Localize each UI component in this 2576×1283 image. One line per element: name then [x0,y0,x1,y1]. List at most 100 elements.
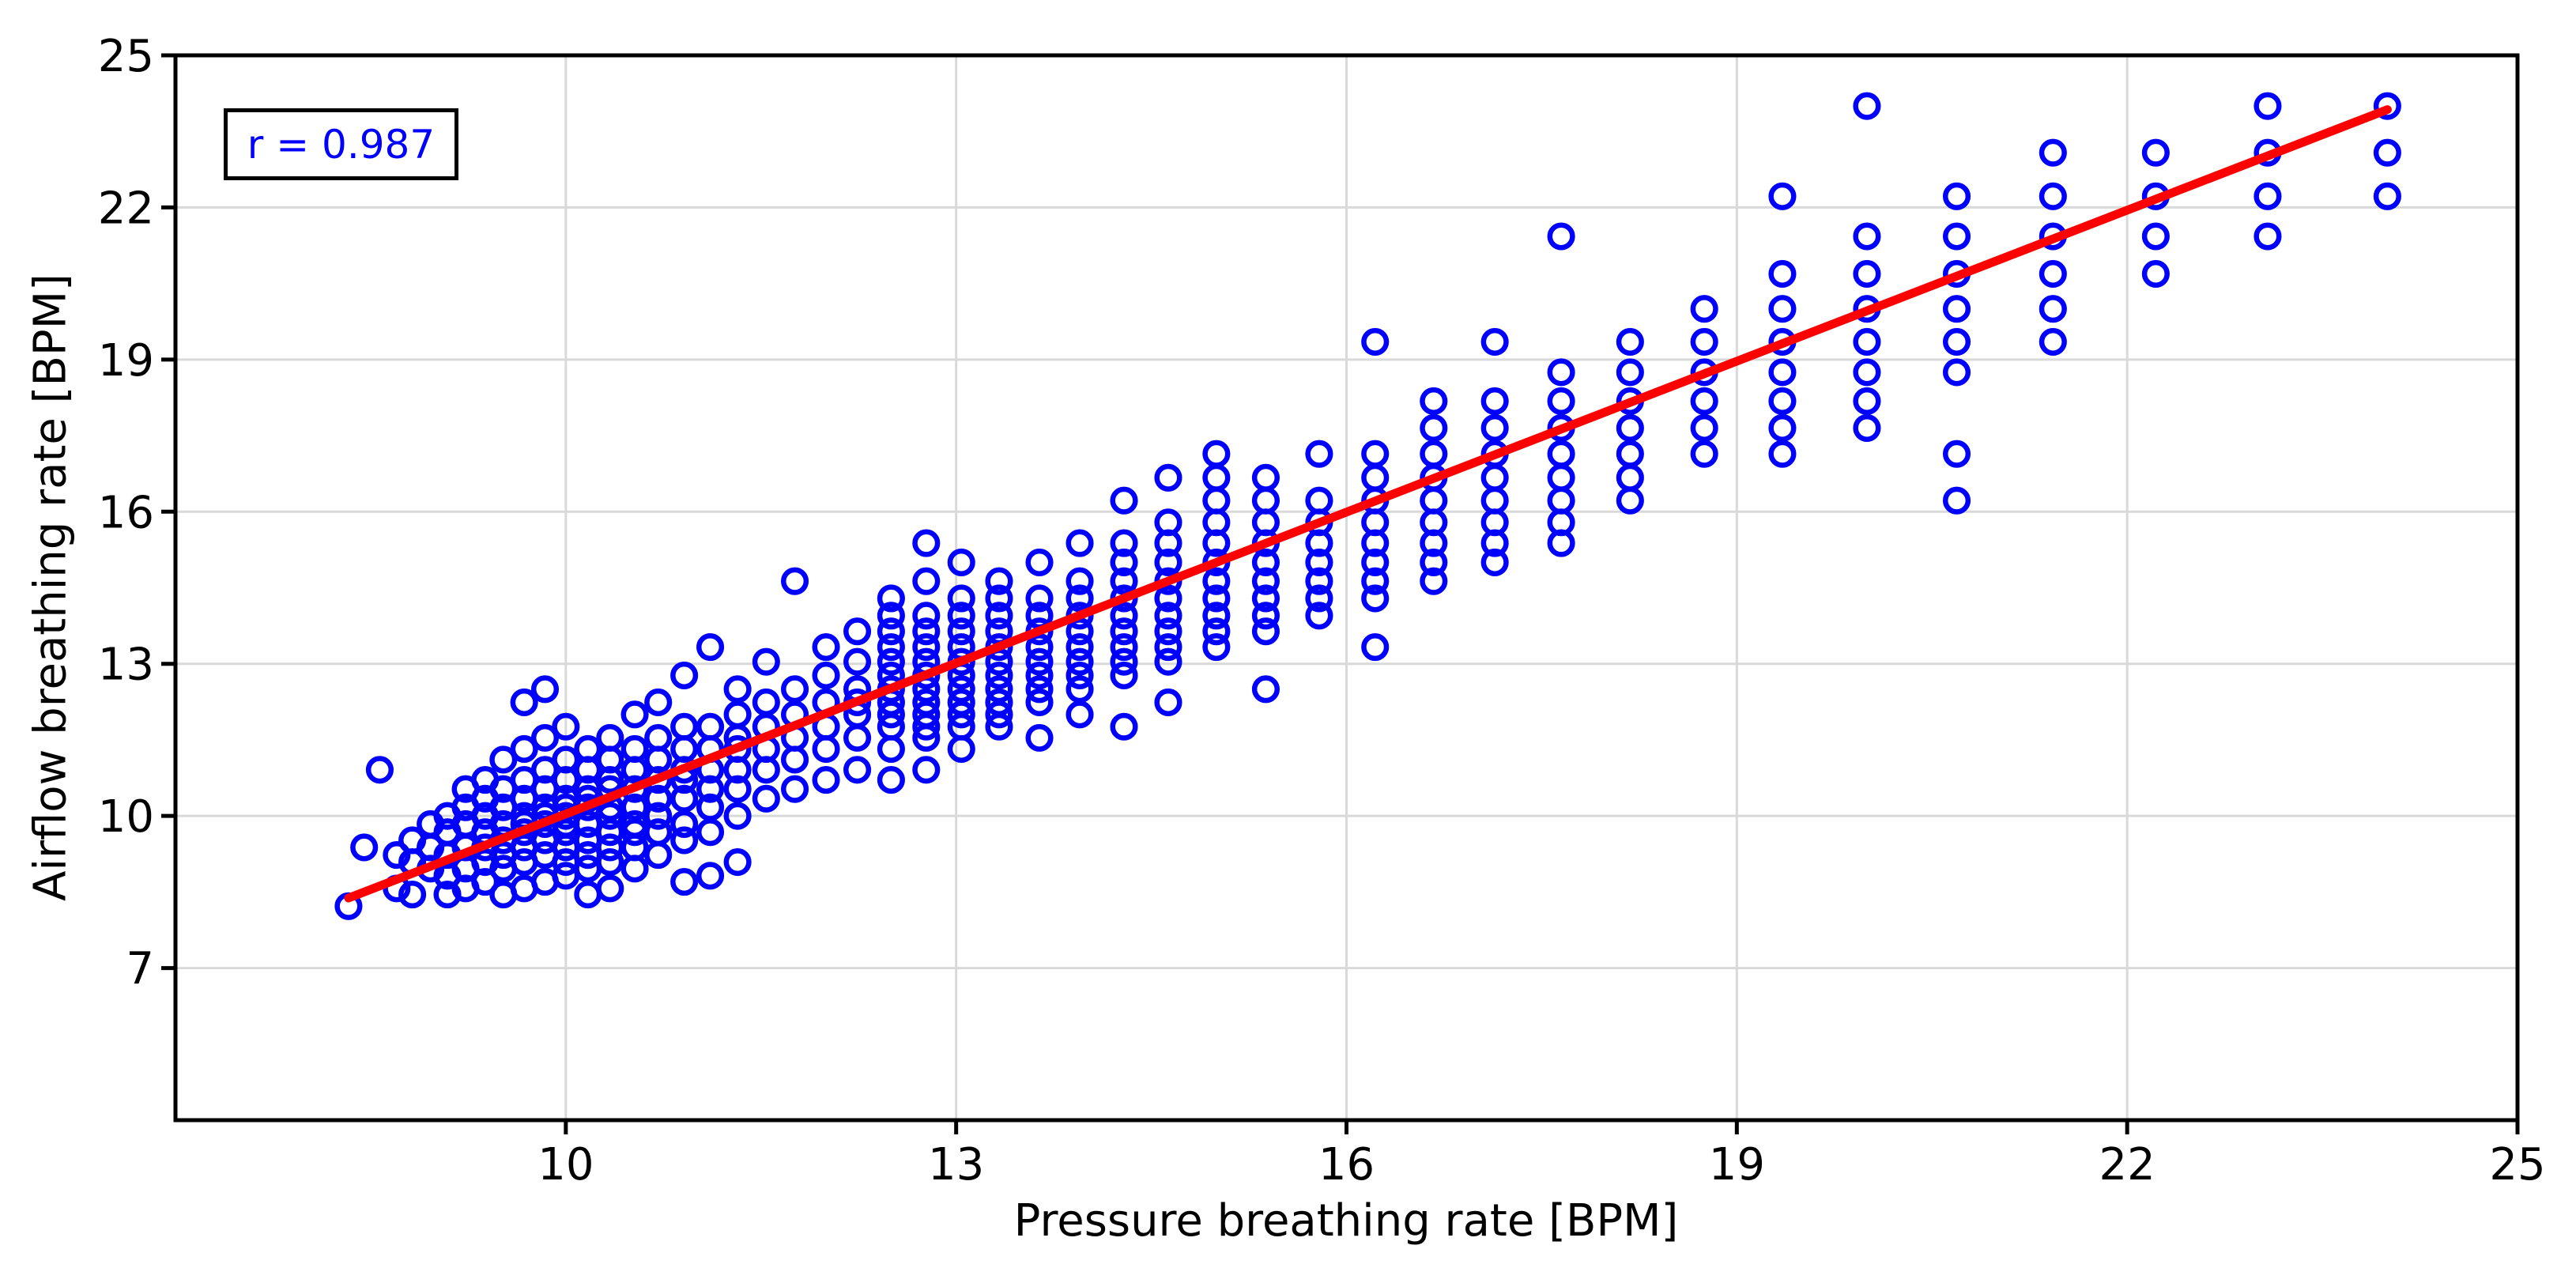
data-point [1547,358,1575,387]
data-point [1853,92,1881,120]
data-point [1690,327,1718,356]
data-point [2039,259,2067,289]
data-point [877,734,905,764]
data-point [530,756,560,784]
data-point [1065,584,1094,613]
data-point [1251,486,1280,515]
data-point [1480,387,1509,416]
data-point [1853,222,1881,251]
data-point [1154,508,1182,537]
data-point [1942,358,1971,387]
data-point [1768,413,1797,443]
data-point [1065,647,1094,676]
y-tick-label: 22 [98,183,154,234]
data-point [1154,617,1182,646]
x-tick-label: 19 [1709,1139,1765,1191]
data-point [1768,440,1797,468]
data-point [1251,617,1280,646]
y-tick-label: 13 [98,640,154,691]
data-point [985,700,1013,729]
data-point [1361,463,1390,492]
data-point [843,756,872,784]
data-point [1768,295,1797,323]
data-point [985,661,1013,690]
data-point [489,745,518,774]
data-point [1616,358,1644,387]
data-point [670,826,699,855]
data-point [780,775,809,803]
data-point [1110,647,1138,676]
data-point [1361,440,1390,468]
data-point [1547,440,1575,468]
data-point [1768,182,1797,210]
data-point [574,734,602,764]
data-point [752,647,780,676]
data-point [1361,548,1390,576]
data-point [1202,617,1231,646]
data-point [620,700,649,729]
data-point [1065,661,1094,690]
data-point [1202,440,1231,468]
data-point [1065,700,1094,729]
data-point [1480,486,1509,515]
data-point [383,840,411,870]
data-point [1110,567,1138,595]
data-point [1154,647,1182,676]
data-point [1025,647,1054,676]
data-point [1202,584,1231,613]
data-point [2254,92,2282,120]
data-point [510,688,538,717]
data-point [1547,222,1575,251]
data-point [1065,617,1094,646]
data-point [812,766,840,794]
data-point [1110,486,1138,515]
data-point [912,529,941,557]
data-point [985,584,1013,613]
data-point [752,688,780,717]
x-axis-label: Pressure breathing rate [BPM] [1013,1195,1679,1247]
data-point [1853,413,1881,443]
y-tick-label: 7 [126,944,154,995]
data-point [365,756,394,784]
data-point [877,584,905,613]
data-point [947,602,975,630]
data-point [947,700,975,729]
data-point [552,745,580,774]
data-point [1202,602,1231,630]
data-point [620,734,649,764]
data-point [696,632,725,662]
data-point [2141,138,2170,167]
data-point [1110,617,1138,646]
data-point [1768,259,1797,289]
data-point [1853,259,1881,289]
data-point [670,809,699,838]
data-point [1420,413,1448,443]
y-tick-label: 10 [98,791,154,843]
y-tick-label: 25 [98,31,154,82]
data-point [985,567,1013,595]
data-point [1547,387,1575,416]
data-point [843,647,872,676]
data-point [670,712,699,741]
data-point [723,775,752,803]
data-point [1547,463,1575,492]
data-point [620,809,649,838]
y-tick-label: 19 [98,335,154,387]
data-point [2039,138,2067,167]
data-point [530,723,560,752]
data-point [877,602,905,630]
data-point [2373,138,2401,167]
data-point [596,802,624,830]
data-point [947,617,975,646]
data-point [644,802,673,830]
data-point [1361,567,1390,595]
data-point [1154,602,1182,630]
data-point [1853,387,1881,416]
data-point [670,867,699,896]
data-point [1154,463,1182,492]
data-point [670,661,699,690]
data-point [644,840,673,870]
x-tick-label: 25 [2489,1139,2545,1191]
data-point [1065,632,1094,662]
data-point [510,734,538,764]
